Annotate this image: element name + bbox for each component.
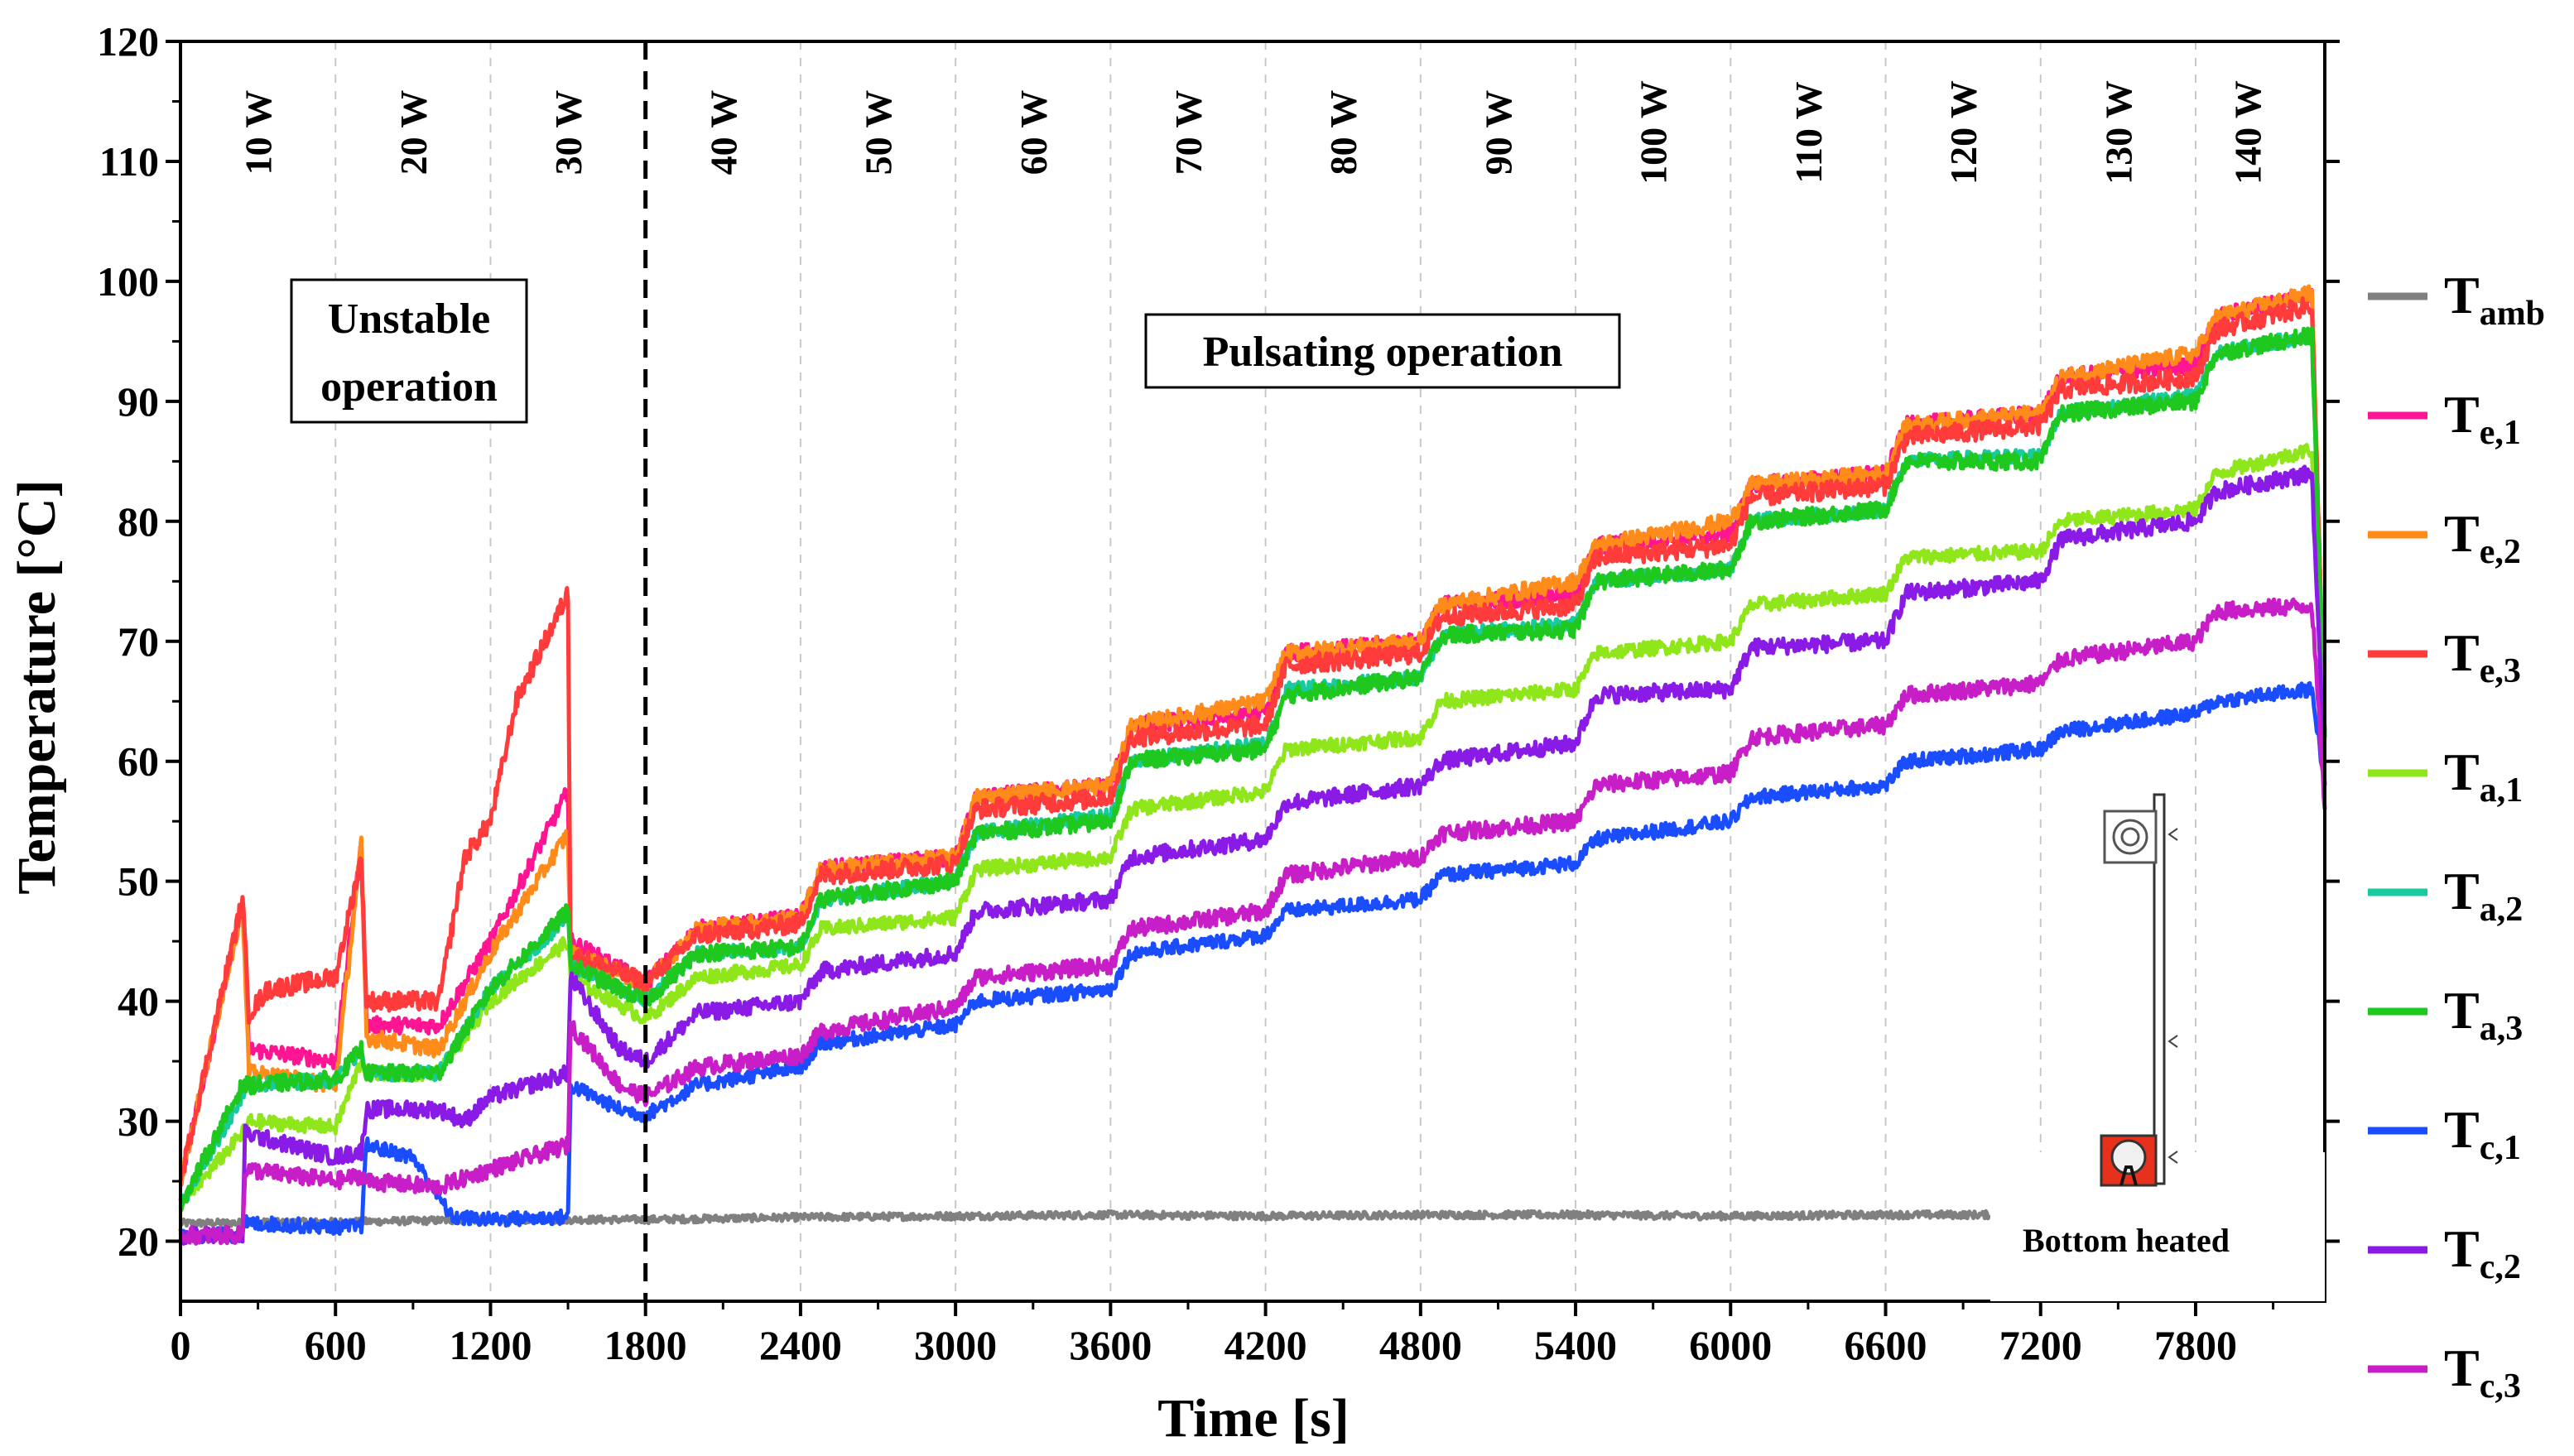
pulsating-box — [1144, 313, 1621, 389]
x-axis-title: Time [s] — [1157, 1388, 1350, 1449]
series-line-e-2 — [179, 284, 2327, 1186]
legend-label: Ta,3 — [2444, 981, 2523, 1048]
legend-label: Tc,2 — [2444, 1219, 2521, 1286]
y-tick-label: 120 — [97, 18, 159, 65]
x-tick-label: 1200 — [449, 1322, 532, 1368]
power-label: 30 W — [547, 90, 589, 175]
heater-leads — [2119, 1165, 2138, 1186]
power-label: 10 W — [238, 90, 280, 175]
grid-lines — [334, 41, 2196, 1301]
power-label: 40 W — [702, 90, 744, 175]
pipe-body — [2153, 793, 2166, 1185]
power-label: 90 W — [1477, 90, 1519, 175]
x-tick-label: 5400 — [1534, 1322, 1617, 1368]
legend-label: Tc,1 — [2444, 1100, 2521, 1167]
heater-ring — [2110, 1139, 2147, 1175]
annotations: Unstable operation Pulsating operation — [290, 278, 1621, 424]
y-tick-label: 80 — [118, 498, 159, 545]
y-tick-label: 50 — [118, 858, 159, 905]
plot-frame — [179, 40, 2326, 1303]
legend: Tamb Te,1 Te,2 Te,3 Ta,1 Ta,2 Ta,3 Tc,1 Tc,2 Tc,3 — [2368, 266, 2545, 1406]
power-label: 130 W — [2097, 80, 2139, 185]
series-line-e-3 — [178, 296, 2327, 1182]
y-tick-label: 30 — [118, 1098, 159, 1145]
sensor-arrow — [2167, 1035, 2178, 1048]
y-axis-title: Temperature [°C] — [7, 479, 67, 894]
y-tick-label: 70 — [118, 618, 159, 665]
legend-label: Ta,2 — [2444, 862, 2523, 929]
series-group — [178, 284, 2327, 1246]
plot-border — [179, 40, 2326, 1303]
unstable-label-line2: operation — [320, 363, 498, 411]
series-line-c-2 — [178, 464, 2327, 1246]
legend-label: Te,3 — [2444, 623, 2521, 690]
y-tick-label: 90 — [118, 378, 159, 425]
x-tick-label: 7800 — [2154, 1322, 2237, 1368]
power-label: 100 W — [1633, 80, 1675, 185]
condenser-ring-inner — [2120, 827, 2140, 847]
unstable-label-line1: Unstable — [328, 296, 490, 343]
legend-label: Tamb — [2444, 266, 2545, 333]
x-tick-label: 6000 — [1689, 1322, 1772, 1368]
power-label: 60 W — [1013, 90, 1055, 175]
legend-label: Tc,3 — [2444, 1338, 2521, 1406]
series-line-a-1 — [178, 443, 2327, 1213]
power-label: 20 W — [392, 90, 435, 175]
sensor-arrow — [2167, 828, 2178, 841]
power-labels: 10 W 20 W 30 W 40 W 50 W 60 W 70 W 80 W 90 W 100 … — [238, 80, 2269, 185]
inset-diagram: Bottom heated — [1990, 793, 2325, 1301]
x-tick-label: 0 — [171, 1322, 191, 1368]
power-label: 140 W — [2226, 80, 2268, 185]
x-tick-label: 3600 — [1069, 1322, 1152, 1368]
x-tick-label: 1800 — [604, 1322, 687, 1368]
legend-label: Te,2 — [2444, 504, 2521, 571]
x-tick-label: 4800 — [1379, 1322, 1462, 1368]
y-tick-label: 40 — [118, 978, 159, 1025]
x-tick-label: 7200 — [1999, 1322, 2082, 1368]
power-label: 70 W — [1167, 90, 1210, 175]
power-label: 120 W — [1942, 80, 1985, 185]
x-tick-label: 6600 — [1845, 1322, 1927, 1368]
pulsating-label: Pulsating operation — [1203, 329, 1563, 376]
y-tick-label: 110 — [99, 138, 159, 185]
y-tick-label: 20 — [118, 1218, 159, 1265]
power-label: 110 W — [1787, 81, 1830, 183]
condenser-ring-outer — [2112, 819, 2148, 855]
legend-label: Ta,1 — [2444, 742, 2523, 810]
x-tick-label: 2400 — [759, 1322, 842, 1368]
inset-label: Bottom heated — [2023, 1222, 2230, 1259]
y-tick-label: 100 — [97, 258, 159, 305]
x-tick-label: 4200 — [1224, 1322, 1307, 1368]
power-label: 80 W — [1322, 90, 1364, 175]
y-tick-label: 60 — [118, 738, 159, 785]
series-line-a-3 — [178, 326, 2327, 1212]
unstable-box — [290, 278, 528, 424]
series-line-c-1 — [178, 680, 2326, 1245]
sensor-arrow — [2167, 1151, 2178, 1164]
power-label: 50 W — [858, 90, 900, 175]
condenser-block — [2103, 810, 2158, 864]
x-tick-label: 600 — [305, 1322, 367, 1368]
legend-label: Te,1 — [2444, 385, 2521, 452]
series-line-c-3 — [178, 597, 2327, 1246]
x-tick-label: 3000 — [914, 1322, 997, 1368]
